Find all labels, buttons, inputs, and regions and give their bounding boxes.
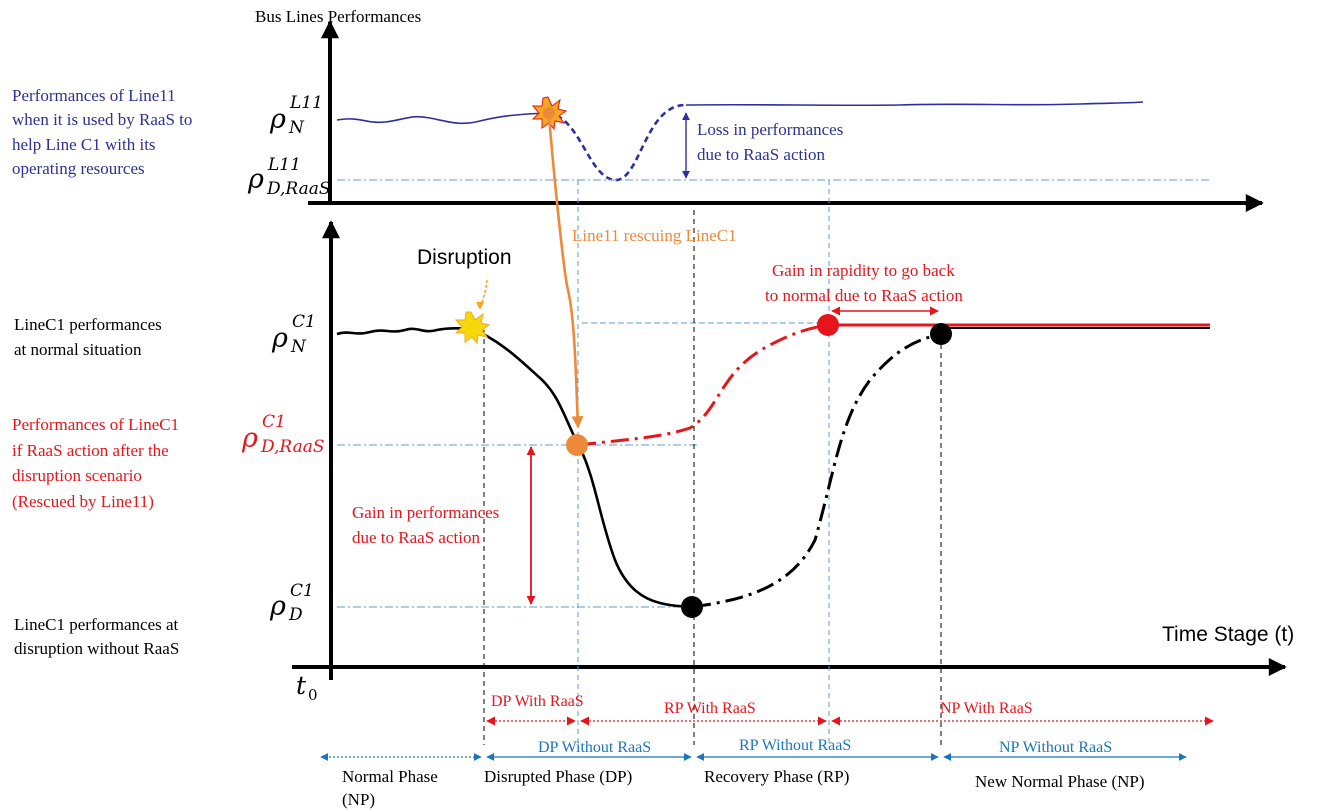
line11-drop-curve [546,103,687,182]
side-label-raas: Performances of LineC1 if RaaS action af… [12,415,183,511]
disruption-label: Disruption [417,246,512,269]
phase-np-raas-label: NP With RaaS [940,700,1033,717]
loss-label: Loss in performances due to RaaS action [697,120,848,164]
linec1-disrupted-curve [469,326,694,609]
phase-recovery-name: Recovery Phase (RP) [704,767,849,786]
phase-rp-no-raas-label: RP Without RaaS [739,737,851,754]
phase-new-normal-name: New Normal Phase (NP) [975,772,1145,791]
disruption-pointer-head [476,302,484,310]
phase-normal-name: Normal Phase (NP) [342,767,442,809]
linec1-disruption-star-icon [454,311,491,345]
t0-label: t 0 [296,671,318,704]
rescue-label: Line11 rescuing LineC1 [572,226,737,245]
rho-disrupted-c1: ρ C1 D [269,581,319,625]
side-label-disrupted: LineC1 performances at disruption withou… [14,615,183,658]
linec1-recovery-no-raas [692,332,942,609]
phase-np-no-raas-label: NP Without RaaS [999,739,1112,756]
phase-dp-no-raas-label: DP Without RaaS [538,739,651,756]
min-performance-point [681,596,703,618]
raas-recovery-point [817,314,839,336]
x-axis-label: Time Stage (t) [1162,623,1294,646]
side-label-normal: LineC1 performances at normal situation [14,315,166,359]
rho-normal-c1: ρ C1 N [271,312,321,357]
rho-disrupted-line11: ρ L11 D,RaaS [247,155,331,199]
rho-normal-line11: ρ L11 N [269,93,328,138]
rescue-arrow [547,115,584,429]
rho-raas-c1: ρ C1 D,RaaS [241,412,325,457]
line11-star-core [543,107,555,119]
phase-dp-raas-label: DP With RaaS [491,693,584,710]
line11-recovered-curve [685,101,1144,107]
phase-rp-raas-label: RP With RaaS [664,700,756,717]
gain-rapidity-label: Gain in rapidity to go back to normal du… [765,261,963,305]
linec1-recovery-raas [577,323,829,447]
disruption-pointer-icon [480,279,488,307]
line11-normal-curve [336,112,548,125]
phase-disrupted-name: Disrupted Phase (DP) [484,767,632,786]
raas-rescue-point [566,434,588,456]
gain-performance-label: Gain in performances due to RaaS action [352,503,504,547]
top-side-label: Performances of Line11 when it is used b… [12,86,197,178]
top-panel-title: Bus Lines Performances [255,7,421,26]
normal-recovery-point [930,323,952,345]
linec1-normal-curve [336,326,471,336]
